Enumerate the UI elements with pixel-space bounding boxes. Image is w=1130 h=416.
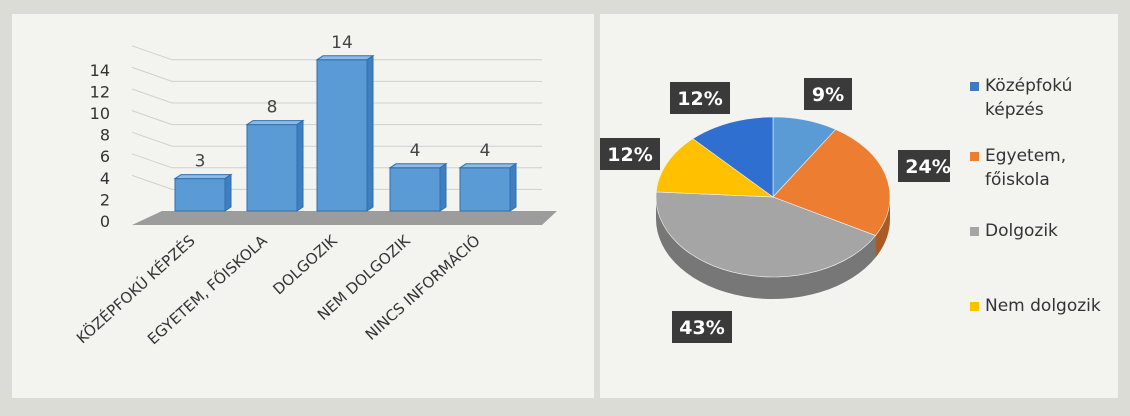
y-gridline	[131, 110, 542, 126]
pie-slice	[772, 129, 891, 236]
legend-label: Középfokú	[985, 76, 1073, 96]
pie-data-label-box	[898, 150, 958, 182]
pie-data-label-text: 43%	[679, 317, 724, 339]
legend-swatch	[970, 151, 979, 161]
bar-side	[509, 162, 517, 212]
pie-slice	[655, 191, 877, 278]
legend-swatch	[970, 301, 979, 311]
legend-label: Nem dolgozik	[985, 296, 1101, 316]
bar-top	[315, 55, 375, 61]
bar-side	[296, 119, 304, 212]
bar	[388, 162, 448, 212]
x-category-label: NINCS INFORMÁCIÓ	[361, 231, 484, 344]
pie-data-label-text: 9%	[812, 84, 844, 106]
bar-front	[316, 59, 368, 212]
pie-data-label-text: 12%	[607, 144, 652, 166]
chart-floor	[132, 211, 557, 225]
pie-chart: 9% 24% 43% 12% 12%	[600, 78, 958, 343]
bar-data-label: 4	[480, 141, 491, 161]
bar	[458, 162, 518, 212]
bar-top	[388, 163, 448, 169]
legend-label: Egyetem,	[985, 146, 1067, 166]
pie-slice	[655, 138, 774, 198]
y-tick-label: 12	[90, 82, 110, 101]
legend-label: Dolgozik	[985, 221, 1058, 241]
y-tick-label: 0	[100, 212, 110, 231]
x-category-label: KÖZÉPFOKÚ KÉPZÉS	[72, 231, 198, 347]
y-gridline	[131, 45, 542, 61]
y-gridline	[131, 66, 542, 82]
bar-data-label: 4	[410, 141, 421, 161]
bar	[245, 119, 305, 212]
legend-entry: Középfokú képzés	[970, 74, 1072, 122]
legend-swatch	[970, 226, 979, 236]
legend-label-continued: képzés	[985, 100, 1044, 120]
bar-chart: 0 2 4 6 8 10 12 14 3 KÖZÉPFOKÚ KÉPZÉS 8 EGYETEM, FŐ…	[72, 33, 557, 349]
bar-data-label: 8	[267, 98, 278, 118]
y-tick-label: 4	[100, 169, 110, 188]
legend-label-continued: főiskola	[985, 170, 1050, 190]
pie-data-label: 24%	[898, 150, 958, 182]
pie-chart-panel: 9% 24% 43% 12% 12% Középfokú képzés Egyetem, fő…	[600, 14, 1118, 398]
bar-side	[439, 162, 447, 212]
legend-entry: Egyetem, főiskola	[970, 144, 1066, 192]
bar	[173, 173, 233, 212]
bar-side	[366, 54, 374, 212]
pie-data-label-box	[672, 311, 732, 343]
pie-data-label-box	[804, 78, 852, 110]
pie-data-label-text: 24%	[905, 156, 950, 178]
pie-data-label: 43%	[672, 311, 732, 343]
y-tick-label: 14	[90, 61, 110, 80]
bar-front	[389, 167, 441, 212]
pie-data-label-text: 12%	[677, 88, 722, 110]
pie-data-label: 9%	[804, 78, 852, 110]
y-gridline	[131, 131, 542, 147]
pie-slice-side	[875, 197, 890, 258]
legend-entry: Nem dolgozik	[970, 294, 1101, 318]
pie-slice	[692, 116, 774, 198]
legend-swatch	[970, 81, 979, 91]
bar-data-label: 14	[331, 33, 353, 53]
panel-divider	[594, 0, 600, 416]
bar-front	[246, 124, 298, 212]
y-tick-label: 6	[100, 147, 110, 166]
bar-front	[174, 178, 226, 212]
x-category-label: EGYETEM, FŐISKOLA	[143, 230, 272, 349]
y-tick-label: 2	[100, 190, 110, 209]
bar-top	[173, 174, 233, 180]
bar-data-label: 3	[195, 152, 206, 172]
bar-top	[245, 120, 305, 126]
bar-side	[224, 173, 232, 212]
pie-data-label: 12%	[600, 138, 660, 170]
pie-slice-side	[656, 197, 876, 300]
legend-entry: Dolgozik	[970, 219, 1058, 243]
y-tick-label: 8	[100, 126, 110, 145]
pie-data-label-box	[670, 82, 730, 114]
y-tick-label: 10	[90, 104, 110, 123]
bar-top	[458, 163, 518, 169]
bar	[315, 54, 375, 212]
pie-data-label-box	[600, 138, 660, 170]
x-category-label: DOLGOZIK	[269, 231, 341, 298]
bar-front	[459, 167, 511, 212]
y-gridline	[131, 88, 542, 104]
bar-chart-panel: 0 2 4 6 8 10 12 14 3 KÖZÉPFOKÚ KÉPZÉS 8 EGYETEM, FŐ…	[12, 14, 594, 398]
pie-data-label: 12%	[670, 82, 730, 114]
